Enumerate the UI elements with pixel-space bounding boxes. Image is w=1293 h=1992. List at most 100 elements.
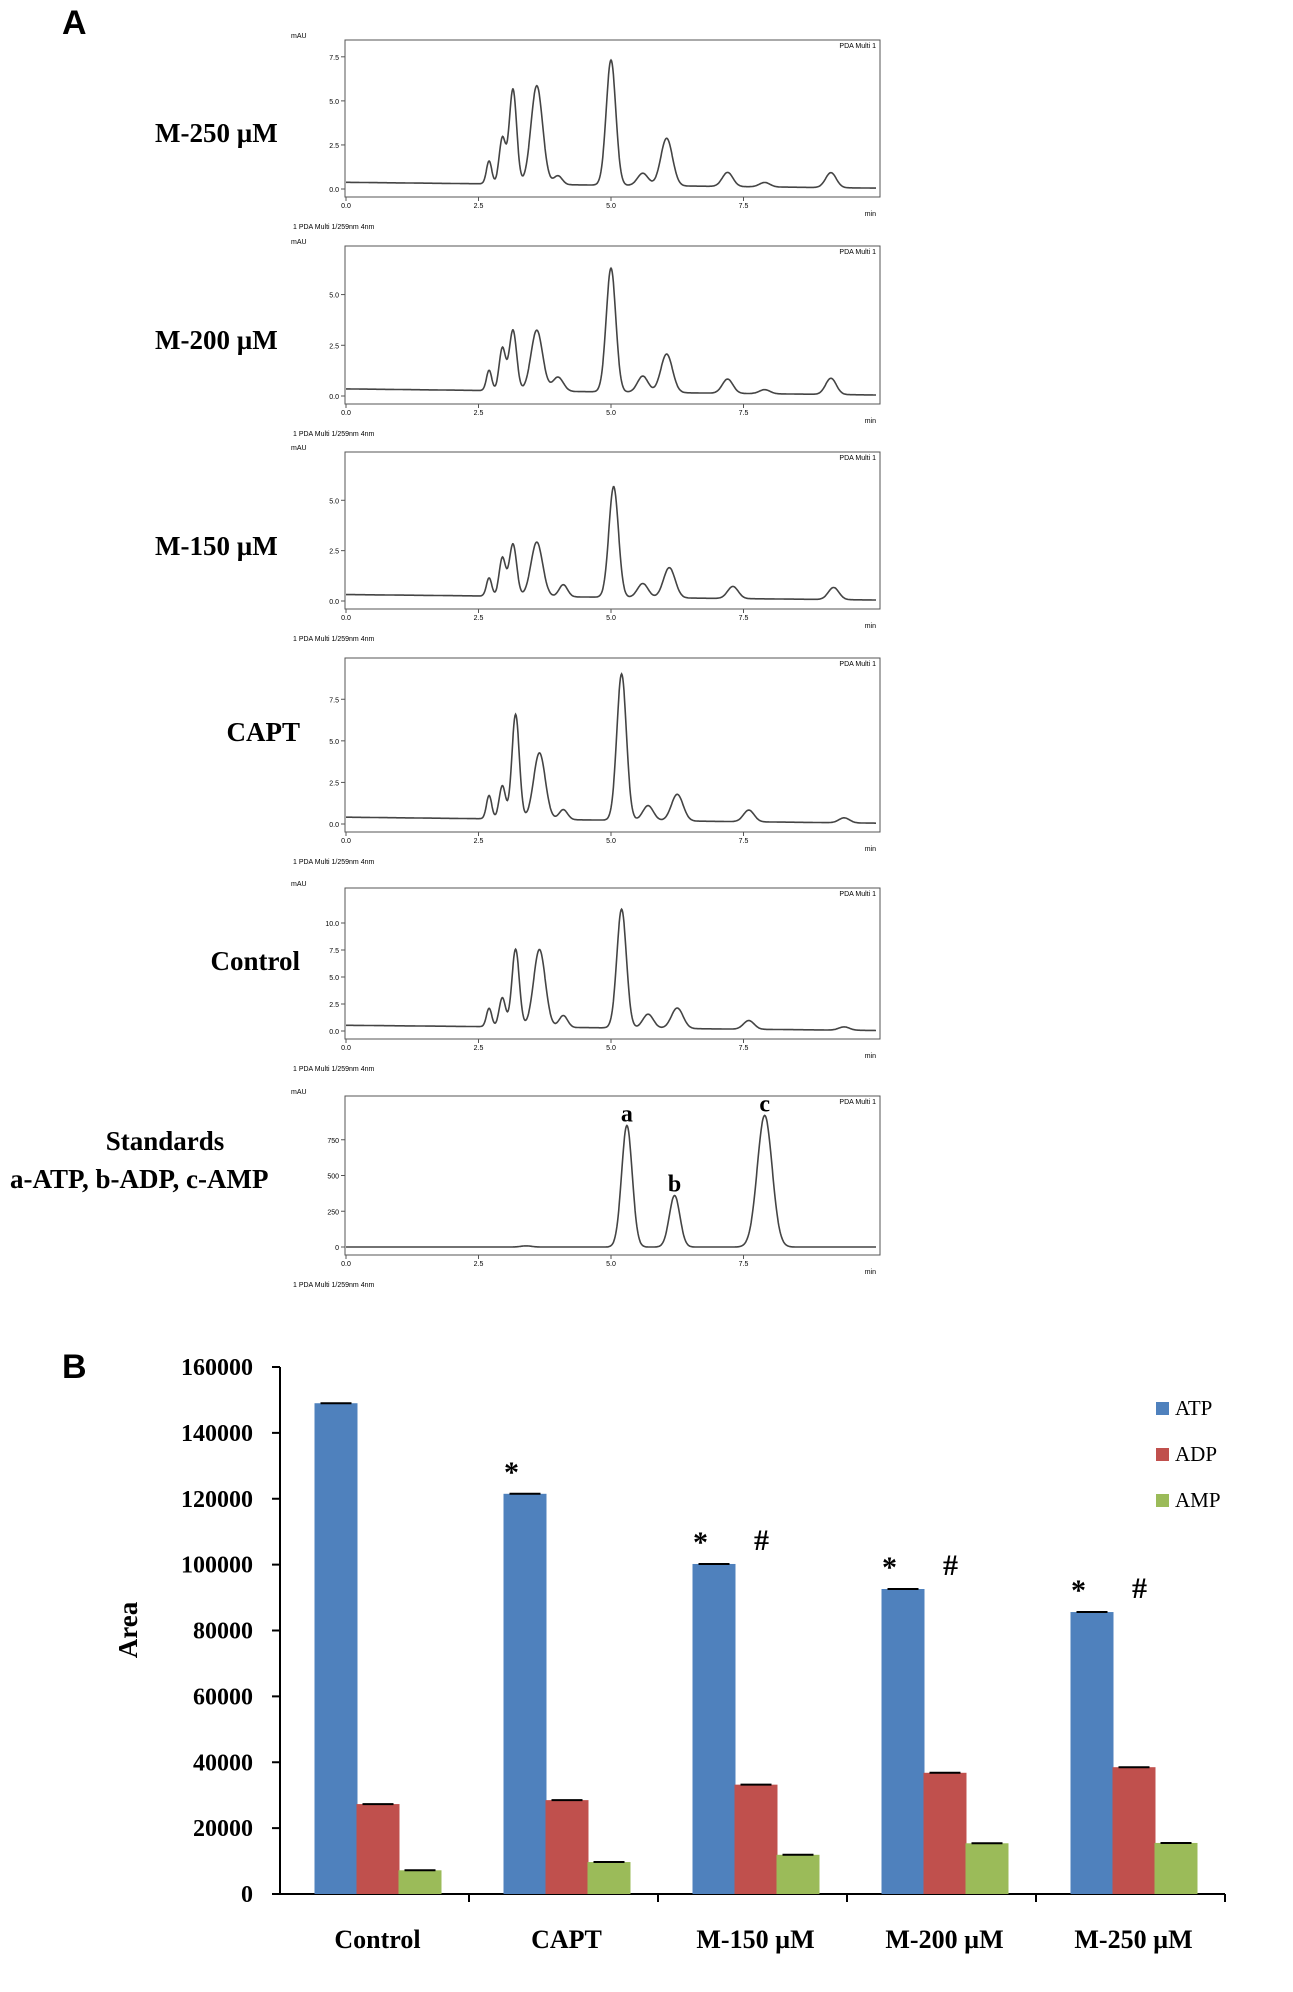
y-tick-label: 0.0: [329, 822, 339, 829]
row-label: M-250 µM: [155, 118, 278, 148]
x-tick-label: 0.0: [341, 1261, 351, 1268]
y-tick-label: 5.0: [329, 739, 339, 746]
y-tick-label: 0: [241, 1882, 253, 1908]
detector-tag: PDA Multi 1: [839, 43, 876, 50]
row-label: M-200 µM: [155, 325, 278, 355]
chromatogram-frame: [344, 39, 881, 198]
bar-atp: [503, 1493, 547, 1894]
legend-swatch: [1156, 1402, 1169, 1415]
chromatogram-row: Standards a-ATP, b-ADP, c-AMP PDA Multi 1 m…: [10, 1089, 881, 1289]
x-tick-label: 5.0: [606, 1261, 616, 1268]
y-tick-label: 0: [335, 1245, 339, 1252]
bar-adp: [734, 1784, 778, 1894]
y-unit-label: mAU: [291, 445, 307, 452]
peak-label: b: [668, 1172, 681, 1198]
bar-atp: [314, 1403, 358, 1894]
y-tick-label: 2.5: [329, 143, 339, 150]
detector-tag: PDA Multi 1: [839, 1099, 876, 1106]
y-tick-label: 5.0: [329, 498, 339, 505]
y-tick-label: 10.0: [325, 921, 339, 928]
y-axis-title: Area: [113, 1601, 143, 1658]
x-tick-label: 0.0: [341, 1045, 351, 1052]
chromatogram-frame: [344, 245, 881, 405]
y-unit-label: mAU: [291, 881, 307, 888]
footer-note: 1 PDA Multi 1/259nm 4nm: [293, 1282, 374, 1289]
significance-hash: #: [1132, 1572, 1147, 1605]
x-tick-label: 7.5: [739, 410, 749, 417]
x-tick-label: 2.5: [474, 1261, 484, 1268]
detector-tag: PDA Multi 1: [839, 661, 876, 668]
category-label: CAPT: [531, 1925, 602, 1954]
y-tick-label: 120000: [181, 1487, 253, 1513]
y-tick-label: 140000: [181, 1421, 253, 1447]
row-label: M-150 µM: [155, 531, 278, 561]
chromatogram-row: M-200 µM PDA Multi 1 mAU min 1 PDA Multi 1/2…: [155, 239, 881, 438]
x-tick-label: 7.5: [739, 203, 749, 210]
footer-note: 1 PDA Multi 1/259nm 4nm: [293, 1066, 374, 1073]
bar-amp: [965, 1843, 1009, 1894]
chromatogram-row: M-150 µM PDA Multi 1 mAU min 1 PDA Multi 1/2…: [155, 445, 881, 643]
bar-amp: [398, 1870, 442, 1894]
x-tick-label: 2.5: [474, 410, 484, 417]
chromatogram-frame: [344, 1095, 881, 1256]
y-unit-label: mAU: [291, 1089, 307, 1096]
chromatogram-frame: [344, 887, 881, 1040]
x-unit-label: min: [865, 418, 876, 425]
chromatogram-frame: [344, 657, 881, 833]
row-label: Control: [210, 946, 300, 976]
y-tick-label: 7.5: [329, 697, 339, 704]
x-tick-label: 2.5: [474, 615, 484, 622]
x-tick-label: 2.5: [474, 203, 484, 210]
row-sublabel: a-ATP, b-ADP, c-AMP: [10, 1164, 268, 1194]
y-tick-label: 5.0: [329, 975, 339, 982]
significance-star: *: [504, 1456, 519, 1489]
category-label: Control: [334, 1925, 420, 1954]
footer-note: 1 PDA Multi 1/259nm 4nm: [293, 859, 374, 866]
chromatogram-row: CAPT PDA Multi 1 min 1 PDA Multi 1/259nm 4n…: [227, 657, 881, 866]
x-tick-label: 5.0: [606, 838, 616, 845]
significance-hash: #: [754, 1524, 769, 1557]
bar-amp: [587, 1862, 631, 1894]
chromatogram-panel: M-250 µM PDA Multi 1 mAU min 1 PDA Multi 1/2…: [10, 33, 881, 1289]
y-tick-label: 20000: [193, 1816, 253, 1842]
x-tick-label: 7.5: [739, 1261, 749, 1268]
y-tick-label: 7.5: [329, 55, 339, 62]
significance-star: *: [882, 1551, 897, 1584]
x-tick-label: 5.0: [606, 615, 616, 622]
y-tick-label: 160000: [181, 1355, 253, 1381]
row-label: Standards: [106, 1126, 225, 1156]
footer-note: 1 PDA Multi 1/259nm 4nm: [293, 431, 374, 438]
significance-star: *: [1071, 1574, 1086, 1607]
chromatogram-trace: [346, 58, 876, 189]
x-tick-label: 7.5: [739, 1045, 749, 1052]
y-tick-label: 40000: [193, 1750, 253, 1776]
y-tick-label: 0.0: [329, 1029, 339, 1036]
legend-swatch: [1156, 1494, 1169, 1507]
y-tick-label: 2.5: [329, 549, 339, 556]
category-label: M-250 µM: [1074, 1925, 1192, 1954]
legend-label: ADP: [1175, 1442, 1217, 1466]
x-unit-label: min: [865, 623, 876, 630]
chromatogram-trace: [346, 485, 876, 601]
chromatogram-frame: [344, 451, 881, 610]
y-tick-label: 750: [327, 1138, 339, 1145]
chromatogram-trace: [346, 1114, 876, 1248]
y-tick-label: 2.5: [329, 1002, 339, 1009]
y-tick-label: 2.5: [329, 780, 339, 787]
legend-swatch: [1156, 1448, 1169, 1461]
y-tick-label: 60000: [193, 1684, 253, 1710]
bar-amp: [1154, 1842, 1198, 1894]
y-tick-label: 2.5: [329, 343, 339, 350]
y-tick-label: 0.0: [329, 187, 339, 194]
y-unit-label: mAU: [291, 33, 307, 40]
x-tick-label: 0.0: [341, 615, 351, 622]
y-tick-label: 7.5: [329, 948, 339, 955]
x-tick-label: 5.0: [606, 1045, 616, 1052]
x-unit-label: min: [865, 846, 876, 853]
x-tick-label: 5.0: [606, 410, 616, 417]
chromatogram-row: M-250 µM PDA Multi 1 mAU min 1 PDA Multi 1/2…: [155, 33, 881, 231]
detector-tag: PDA Multi 1: [839, 891, 876, 898]
y-tick-label: 250: [327, 1209, 339, 1216]
bar-adp: [356, 1804, 400, 1894]
